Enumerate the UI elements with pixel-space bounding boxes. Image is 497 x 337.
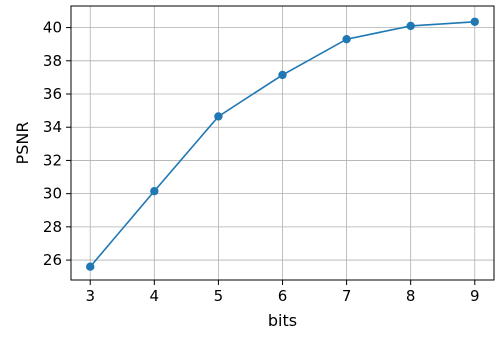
x-tick-label: 3 [85, 287, 95, 305]
x-tick-label: 8 [406, 287, 416, 305]
y-tick-label: 38 [43, 52, 62, 70]
y-tick-label: 26 [43, 251, 62, 269]
x-tick-label: 9 [470, 287, 480, 305]
x-tick-label: 7 [342, 287, 352, 305]
x-tick-label: 5 [214, 287, 224, 305]
data-point [214, 112, 223, 121]
data-point [406, 21, 415, 31]
x-tick-label: 4 [150, 287, 160, 305]
y-axis-title: PSNR [13, 122, 32, 165]
data-point [150, 186, 159, 196]
grid-lines [71, 6, 494, 280]
data-point [342, 35, 351, 44]
y-tick-label: 32 [43, 151, 62, 169]
data-point [278, 70, 287, 80]
y-tick-label: 30 [43, 185, 62, 203]
y-tick-label: 34 [43, 118, 62, 136]
y-tick-label: 28 [43, 218, 62, 236]
data-point [470, 17, 479, 26]
data-series [86, 17, 479, 271]
x-axis-title: bits [268, 311, 297, 330]
y-tick-label: 36 [43, 85, 62, 103]
y-tick-label: 40 [43, 19, 62, 37]
data-point [86, 262, 95, 271]
x-tick-label: 6 [278, 287, 288, 305]
